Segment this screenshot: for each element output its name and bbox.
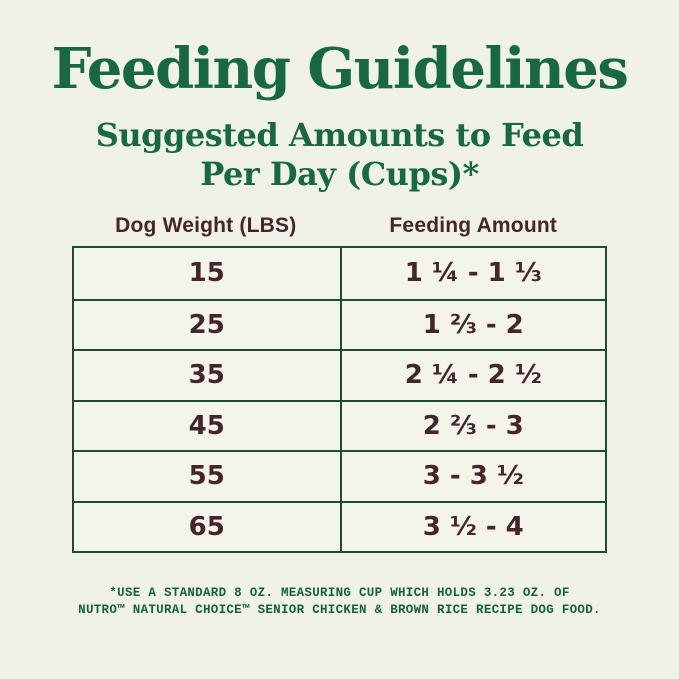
table-cell-amount: 2 ⅔ - 3 [339, 399, 605, 450]
page-subtitle: Suggested Amounts to Feed Per Day (Cups)… [95, 116, 584, 193]
table-cell-amount: 1 ¼ - 1 ⅓ [339, 248, 606, 299]
table-cell-weight: 25 [74, 298, 340, 350]
table-cell-amount: 3 - 3 ½ [339, 450, 605, 501]
table-cell-weight: 65 [74, 500, 340, 552]
column-header-feeding-amount: Feeding Amount [389, 214, 558, 237]
page-title: Feeding Guidelines [51, 36, 629, 102]
feeding-table: 15 1 ¼ - 1 ⅓ 25 1 ⅔ - 2 35 2 ¼ - 2 ½ 45 … [72, 246, 607, 553]
table-cell-amount: 3 ½ - 4 [339, 500, 605, 551]
measuring-cup-footnote: *USE A STANDARD 8 OZ. MEASURING CUP WHIC… [78, 586, 601, 617]
table-cell-amount: 2 ¼ - 2 ½ [339, 349, 605, 400]
table-cell-weight: 55 [74, 450, 340, 501]
table-cell-amount: 1 ⅔ - 2 [339, 298, 605, 349]
table-column-headers: Dog Weight (LBS) Feeding Amount [72, 214, 607, 238]
feeding-table-section: Dog Weight (LBS) Feeding Amount 15 1 ¼ -… [72, 214, 607, 553]
table-cell-weight: 45 [74, 399, 340, 451]
column-header-dog-weight: Dog Weight (LBS) [115, 214, 297, 237]
table-cell-weight: 35 [74, 349, 340, 400]
table-cell-weight: 15 [188, 258, 225, 289]
